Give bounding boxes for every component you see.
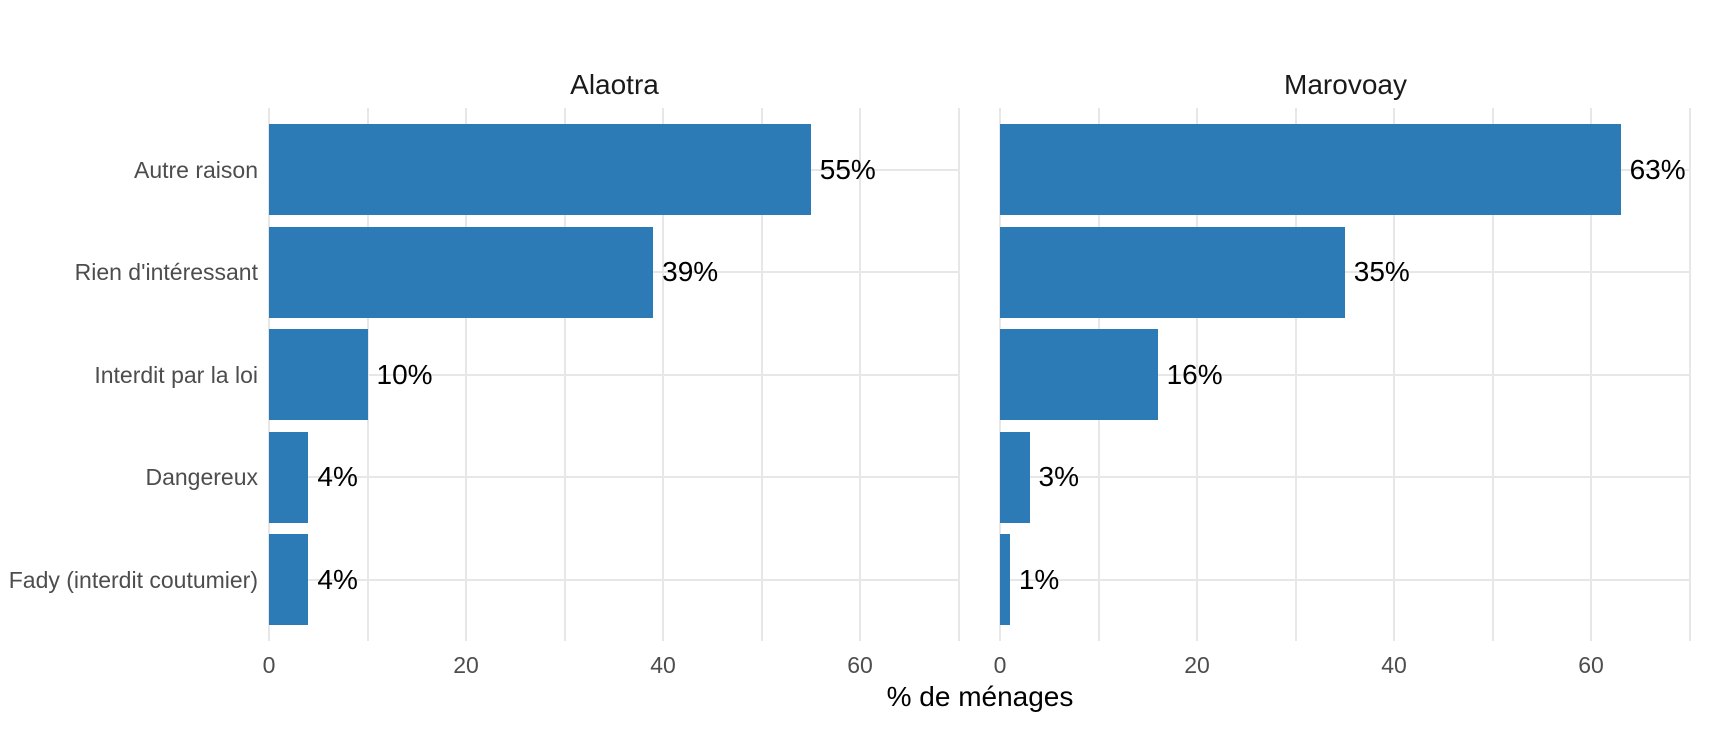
facet-panel-right: 63% 35% 16% 3% 1% <box>999 108 1691 641</box>
facet-panel-left: 55% 39% 10% 4% 4% <box>268 108 960 641</box>
horizontal-gridline <box>1000 476 1691 478</box>
x-tick-label: 60 <box>847 652 873 678</box>
y-category-label: Rien d'intéressant <box>74 259 258 285</box>
bar-value-label: 63% <box>1629 153 1686 185</box>
bar <box>269 329 368 420</box>
bar-value-label: 35% <box>1353 256 1410 287</box>
horizontal-gridline <box>269 476 960 478</box>
x-tick-label: 40 <box>650 652 676 678</box>
x-tick-label: 20 <box>1184 652 1210 678</box>
bar <box>1000 431 1030 523</box>
bar-value-label: 39% <box>662 256 719 287</box>
facet-title-right: Marovoay <box>1284 69 1407 100</box>
bar <box>1000 124 1621 215</box>
horizontal-gridline <box>1000 578 1691 581</box>
bar-value-label: 4% <box>317 563 358 595</box>
bar-value-label: 3% <box>1038 461 1080 492</box>
x-axis-title: % de ménages <box>886 681 1074 712</box>
x-tick-label: 0 <box>993 652 1007 678</box>
bar-value-label: 55% <box>819 153 876 185</box>
y-category-label: Autre raison <box>133 156 258 183</box>
bar <box>269 534 309 625</box>
bar <box>1000 534 1010 625</box>
facet-title-left: Alaotra <box>570 69 659 100</box>
bar-value-label: 4% <box>317 461 358 492</box>
y-category-label: Interdit par la loi <box>94 361 258 388</box>
bar <box>1000 226 1345 318</box>
bar <box>269 124 811 215</box>
x-tick-label: 20 <box>453 652 479 678</box>
horizontal-gridline <box>269 373 960 376</box>
bar <box>269 226 654 318</box>
y-category-label: Dangereux <box>145 464 258 490</box>
horizontal-gridline <box>1000 373 1691 376</box>
horizontal-gridline <box>1000 271 1691 273</box>
horizontal-gridline <box>269 578 960 581</box>
x-tick-label: 40 <box>1381 652 1407 678</box>
bar-value-label: 1% <box>1018 563 1060 595</box>
x-tick-label: 0 <box>262 652 276 678</box>
x-tick-label: 60 <box>1578 652 1604 678</box>
bar <box>1000 329 1158 420</box>
bar-value-label: 16% <box>1166 358 1223 390</box>
bar <box>269 431 309 523</box>
bar-value-label: 10% <box>376 358 433 390</box>
y-category-label: Fady (interdit coutumier) <box>8 566 258 593</box>
